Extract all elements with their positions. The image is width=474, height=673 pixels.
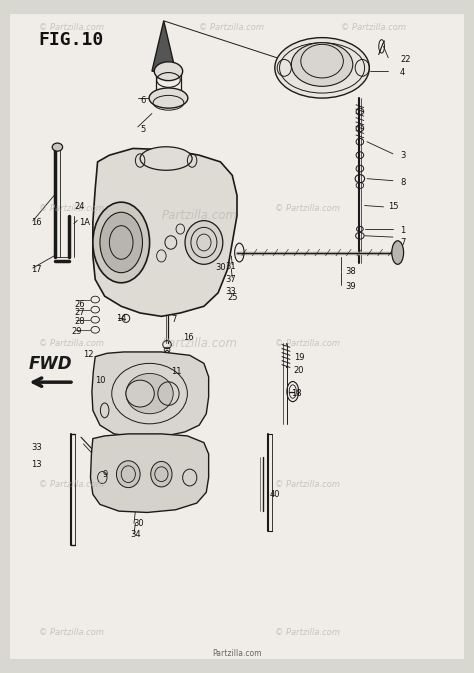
Text: © Partzilla.com: © Partzilla.com — [38, 480, 103, 489]
Text: 37: 37 — [225, 275, 236, 284]
Polygon shape — [93, 149, 237, 316]
Text: © Partzilla.com: © Partzilla.com — [275, 480, 340, 489]
Text: 19: 19 — [294, 353, 304, 363]
Text: 9: 9 — [102, 470, 108, 479]
Circle shape — [100, 212, 143, 273]
Text: 38: 38 — [346, 267, 356, 276]
Text: 28: 28 — [74, 317, 84, 326]
Text: 1: 1 — [400, 226, 405, 235]
Text: 12: 12 — [83, 350, 94, 359]
Text: 24: 24 — [74, 203, 84, 211]
Ellipse shape — [140, 147, 192, 170]
Ellipse shape — [126, 374, 173, 414]
Ellipse shape — [151, 462, 172, 487]
Polygon shape — [91, 434, 209, 512]
Ellipse shape — [164, 350, 169, 360]
Text: 5: 5 — [140, 125, 146, 134]
Text: © Partzilla.com: © Partzilla.com — [275, 205, 340, 213]
Text: 10: 10 — [95, 376, 106, 385]
Text: 16: 16 — [31, 218, 42, 227]
Text: Partzilla.com: Partzilla.com — [212, 649, 262, 658]
Text: 15: 15 — [388, 203, 399, 211]
Text: 1A: 1A — [79, 218, 90, 227]
Text: 3: 3 — [400, 151, 405, 160]
Text: © Partzilla.com: © Partzilla.com — [275, 339, 340, 348]
Text: 16: 16 — [182, 333, 193, 343]
Text: 13: 13 — [31, 460, 42, 468]
Text: 18: 18 — [292, 389, 302, 398]
Text: 34: 34 — [131, 530, 141, 539]
Ellipse shape — [149, 88, 188, 108]
Ellipse shape — [392, 241, 403, 264]
Text: 22: 22 — [400, 55, 410, 65]
Text: FIG.10: FIG.10 — [38, 31, 104, 49]
Polygon shape — [92, 352, 209, 437]
Text: 40: 40 — [270, 490, 281, 499]
Text: 7: 7 — [171, 314, 176, 324]
Text: 39: 39 — [346, 281, 356, 291]
Text: 27: 27 — [74, 308, 84, 318]
Ellipse shape — [275, 38, 369, 98]
Text: © Partzilla.com: © Partzilla.com — [199, 23, 264, 32]
Ellipse shape — [292, 42, 353, 86]
Text: Partzilla.com: Partzilla.com — [161, 209, 237, 222]
Text: 33: 33 — [31, 443, 42, 452]
Text: 6: 6 — [140, 96, 146, 104]
Text: 7: 7 — [400, 238, 405, 247]
Text: 20: 20 — [294, 366, 304, 376]
Text: 33: 33 — [225, 287, 236, 296]
Text: © Partzilla.com: © Partzilla.com — [38, 23, 103, 32]
Ellipse shape — [117, 461, 140, 488]
Ellipse shape — [126, 380, 155, 407]
Text: 25: 25 — [228, 293, 238, 302]
Text: 11: 11 — [171, 367, 182, 376]
Text: 4: 4 — [400, 68, 405, 77]
Text: 31: 31 — [225, 262, 236, 271]
Text: 30: 30 — [216, 263, 227, 272]
Text: 14: 14 — [117, 314, 127, 323]
Text: 30: 30 — [133, 519, 144, 528]
Text: © Partzilla.com: © Partzilla.com — [38, 627, 103, 637]
Text: © Partzilla.com: © Partzilla.com — [275, 627, 340, 637]
Ellipse shape — [185, 221, 223, 264]
Ellipse shape — [52, 143, 63, 151]
Circle shape — [93, 202, 150, 283]
Text: © Partzilla.com: © Partzilla.com — [38, 339, 103, 348]
Text: © Partzilla.com: © Partzilla.com — [38, 205, 103, 213]
Ellipse shape — [155, 62, 182, 81]
Text: 29: 29 — [72, 326, 82, 336]
Text: FWD: FWD — [28, 355, 72, 374]
Polygon shape — [152, 21, 175, 71]
Text: 26: 26 — [74, 299, 84, 309]
Text: © Partzilla.com: © Partzilla.com — [341, 23, 406, 32]
Text: 17: 17 — [31, 265, 42, 274]
Text: 8: 8 — [400, 178, 405, 186]
Text: Partzilla.com: Partzilla.com — [161, 336, 237, 350]
